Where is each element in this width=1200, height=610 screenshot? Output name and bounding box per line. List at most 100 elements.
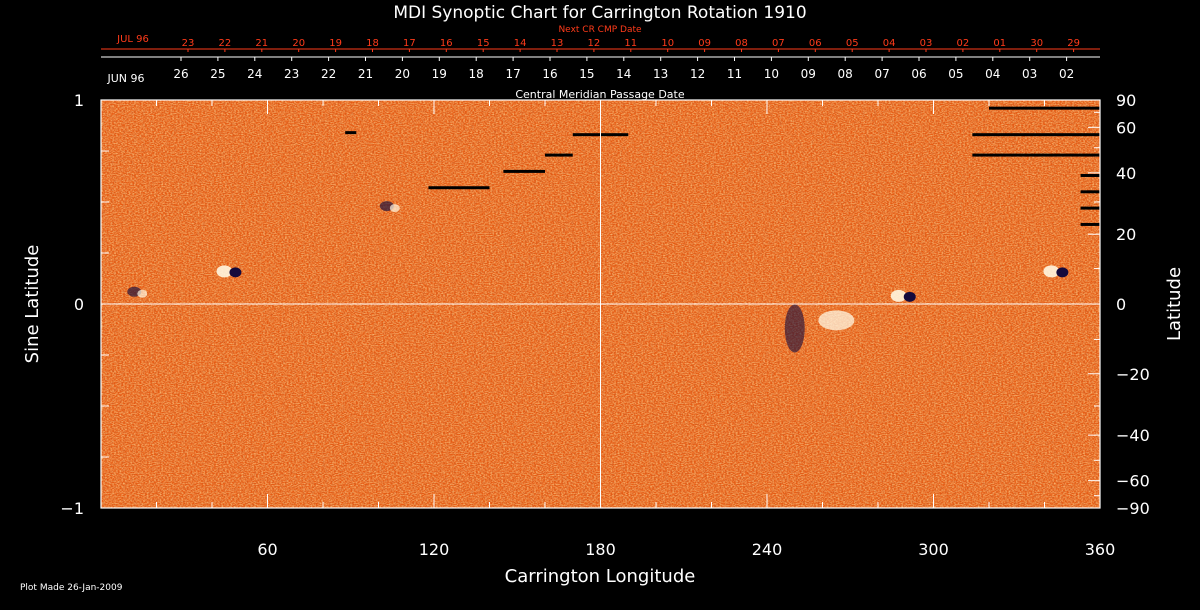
- negative-spot: [229, 267, 242, 278]
- y-right-tick-label: 40: [1116, 164, 1136, 183]
- cmp-day-label: 21: [358, 67, 373, 81]
- next-cr-day-label: 13: [551, 38, 564, 49]
- y-left-tick-label: 0: [74, 295, 84, 314]
- positive-spot: [1043, 265, 1060, 278]
- y-right-tick-label: −90: [1116, 499, 1150, 518]
- y-right-tick-label: −60: [1116, 472, 1150, 491]
- y-left-tick-label: −1: [60, 499, 84, 518]
- cmp-day-label: 15: [579, 67, 594, 81]
- next-cr-day-label: 07: [772, 38, 785, 49]
- x-tick-label: 360: [1085, 540, 1116, 559]
- y-axis-right-label: Latitude: [1164, 267, 1185, 341]
- next-cr-day-label: 29: [1067, 38, 1080, 49]
- y-axis-left: 1 0 −1: [60, 91, 115, 518]
- cmp-day-label: 19: [432, 67, 447, 81]
- missing-data-bar: [1080, 206, 1100, 210]
- cmp-axis: JUN 96 26 25 24 23 22 21 20 19 18 17 16 15 14 13 12 11 1…: [101, 56, 1100, 101]
- next-cr-day-label: 18: [366, 38, 379, 49]
- missing-data-bar: [972, 153, 1100, 157]
- cmp-day-label: 26: [173, 67, 188, 81]
- next-cr-day-label: 03: [920, 38, 933, 49]
- next-cr-day-label: 30: [1030, 38, 1043, 49]
- x-tick-label: 60: [257, 540, 277, 559]
- y-axis-right: 90 60 40 20 0 −20 −40 −60 −90: [1088, 91, 1150, 518]
- positive-spot: [216, 265, 233, 278]
- cmp-day-label: 22: [321, 67, 336, 81]
- next-cr-day-label: 21: [255, 38, 268, 49]
- cmp-day-label: 06: [911, 67, 926, 81]
- y-right-tick-label: −20: [1116, 365, 1150, 384]
- next-cr-day-label: 17: [403, 38, 416, 49]
- next-cr-day-label: 20: [292, 38, 305, 49]
- x-tick-label: 180: [585, 540, 616, 559]
- cmp-day-label: 05: [948, 67, 963, 81]
- cmp-day-label: 17: [505, 67, 520, 81]
- missing-data-bar: [1080, 173, 1100, 177]
- y-right-tick-label: 60: [1116, 118, 1136, 137]
- crosshair: [101, 100, 1100, 508]
- cmp-day-label: 08: [838, 67, 853, 81]
- plot-made-footer: Plot Made 26-Jan-2009: [20, 583, 123, 593]
- next-cr-day-label: 02: [957, 38, 970, 49]
- missing-data-bar: [1080, 190, 1100, 194]
- active-regions: [127, 201, 1069, 353]
- next-cr-day-label: 11: [624, 38, 637, 49]
- missing-data-bar: [972, 133, 1100, 137]
- y-left-tick-label: 1: [74, 91, 84, 110]
- cmp-day-label: 09: [801, 67, 816, 81]
- next-cr-month: JUL 96: [116, 34, 149, 45]
- mixed-region: [137, 289, 148, 298]
- cmp-day-label: 02: [1059, 67, 1074, 81]
- cmp-day-label: 10: [764, 67, 779, 81]
- negative-spot: [903, 291, 916, 302]
- cmp-day-labels: 26 25 24 23 22 21 20 19 18 17 16 15 14 13 12 11 10 09 08 07…: [173, 57, 1074, 81]
- positive-region: [818, 310, 855, 331]
- cmp-day-label: 25: [210, 67, 225, 81]
- next-cr-day-label: 04: [883, 38, 896, 49]
- next-cr-day-label: 23: [182, 38, 195, 49]
- next-cr-day-label: 01: [993, 38, 1006, 49]
- y-right-tick-label: 0: [1116, 295, 1126, 314]
- next-cr-day-label: 15: [477, 38, 490, 49]
- cmp-day-label: 11: [727, 67, 742, 81]
- cmp-day-label: 24: [247, 67, 262, 81]
- mixed-region: [389, 204, 400, 213]
- missing-data-bar: [503, 169, 545, 173]
- next-cr-day-label: 06: [809, 38, 822, 49]
- positive-spot: [890, 289, 907, 302]
- x-tick-label: 240: [752, 540, 783, 559]
- missing-data-bar: [428, 186, 490, 190]
- next-cr-day-label: 14: [514, 38, 527, 49]
- cmp-label: Central Meridian Passage Date: [515, 88, 684, 101]
- negative-region: [784, 304, 805, 353]
- y-right-tick-label: 20: [1116, 225, 1136, 244]
- cmp-day-label: 20: [395, 67, 410, 81]
- cmp-day-label: 03: [1022, 67, 1037, 81]
- next-cr-day-label: 19: [329, 38, 342, 49]
- next-cr-day-label: 22: [219, 38, 232, 49]
- missing-data-bar: [545, 153, 573, 157]
- cmp-day-label: 04: [985, 67, 1000, 81]
- next-cr-day-label: 09: [698, 38, 711, 49]
- next-cr-axis: Next CR CMP Date JUL 96 23 22 21 20 19 18 17 16…: [101, 25, 1100, 52]
- y-right-tick-label: −40: [1116, 426, 1150, 445]
- cmp-day-label: 14: [616, 67, 631, 81]
- cmp-day-label: 07: [874, 67, 889, 81]
- cmp-day-label: 13: [653, 67, 668, 81]
- cmp-day-label: 23: [284, 67, 299, 81]
- cmp-day-label: 18: [469, 67, 484, 81]
- next-cr-day-labels: 23 22 21 20 19 18 17 16 15 14 13 12 11 10 09 08 07 06 05 04…: [182, 38, 1080, 52]
- x-tick-label: 300: [918, 540, 949, 559]
- missing-data-bar: [989, 106, 1100, 110]
- next-cr-day-label: 16: [440, 38, 453, 49]
- next-cr-day-label: 10: [661, 38, 674, 49]
- next-cr-label: Next CR CMP Date: [558, 25, 642, 35]
- missing-data-bar: [345, 131, 357, 135]
- y-axis-left-label: Sine Latitude: [22, 245, 43, 364]
- x-axis: 60 120 180 240 300 360: [156, 100, 1116, 559]
- x-tick-label: 120: [419, 540, 450, 559]
- chart-title: MDI Synoptic Chart for Carrington Rotati…: [393, 3, 806, 23]
- next-cr-day-label: 08: [735, 38, 748, 49]
- next-cr-day-label: 12: [588, 38, 601, 49]
